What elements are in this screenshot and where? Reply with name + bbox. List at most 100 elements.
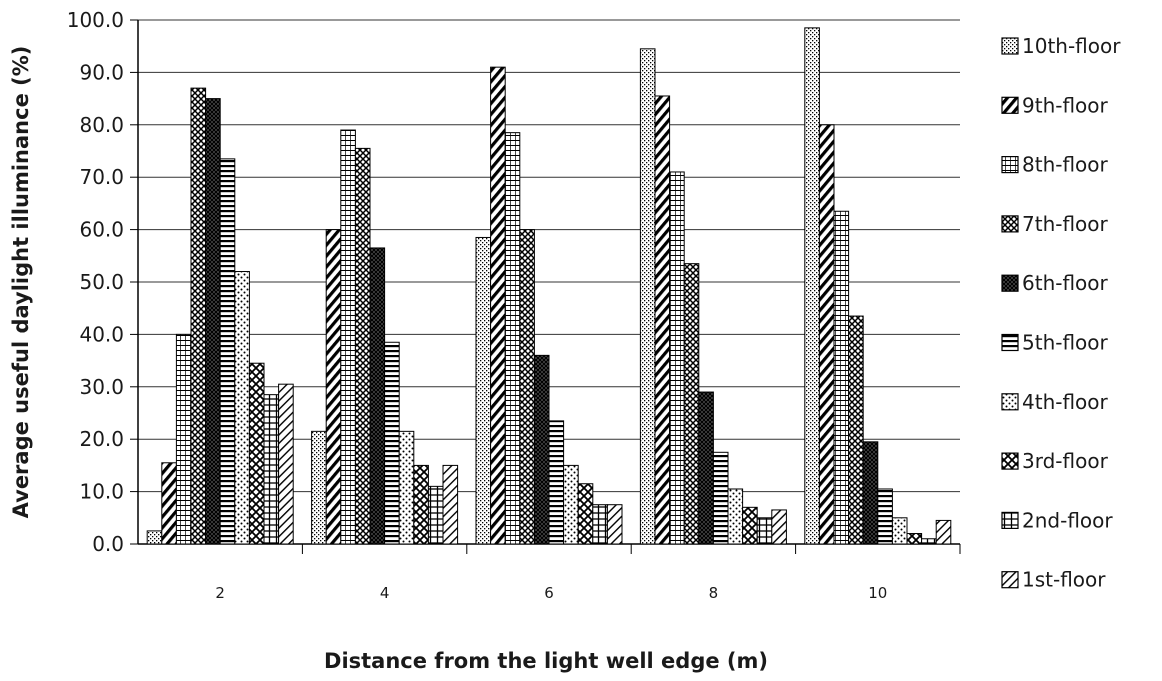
bar-8th-floor-2 <box>175 333 192 545</box>
legend-item: 1st-floor <box>1001 568 1106 592</box>
legend-item: 5th-floor <box>1001 331 1109 355</box>
bar-4th-floor-4 <box>398 430 415 545</box>
legend-item: 10th-floor <box>1001 34 1121 58</box>
legend-swatch <box>1001 452 1019 470</box>
bar-10th-floor-2 <box>146 530 163 545</box>
bar-2nd-floor-8 <box>756 517 773 545</box>
bar-5th-floor-10 <box>877 488 893 545</box>
x-tick-label: 4 <box>380 584 390 602</box>
bar-2nd-floor-2 <box>263 394 280 545</box>
legend-item: 4th-floor <box>1001 390 1109 414</box>
x-tick-label: 6 <box>544 584 554 602</box>
bar-9th-floor-2 <box>161 462 177 545</box>
y-tick-label: 60.0 <box>79 218 124 242</box>
legend-label: 7th-floor <box>1022 212 1109 236</box>
bar-6th-floor-8 <box>698 391 714 545</box>
bar-7th-floor-10 <box>848 315 864 545</box>
legend-swatch <box>1001 96 1019 114</box>
bar-3rd-floor-4 <box>413 464 429 545</box>
y-tick-label: 30.0 <box>79 375 124 399</box>
legend-swatch <box>1001 393 1019 411</box>
bar-2nd-floor-10 <box>921 538 937 545</box>
bar-6th-floor-10 <box>862 441 879 545</box>
bar-9th-floor-10 <box>818 124 835 545</box>
y-tick-label: 20.0 <box>79 427 124 451</box>
legend-label: 3rd-floor <box>1022 449 1109 473</box>
bar-4th-floor-2 <box>234 271 250 545</box>
bar-8th-floor-6 <box>504 132 521 545</box>
bar-1st-floor-4 <box>442 464 459 545</box>
legend-label: 1st-floor <box>1022 568 1106 592</box>
bar-3rd-floor-6 <box>577 483 594 545</box>
x-tick-label: 2 <box>215 584 225 602</box>
bar-5th-floor-8 <box>712 451 729 545</box>
y-tick-label: 90.0 <box>79 60 124 84</box>
y-tick-label: 50.0 <box>79 270 124 294</box>
y-tick-label: 80.0 <box>79 113 124 137</box>
x-tick-label: 8 <box>709 584 719 602</box>
legend-item: 8th-floor <box>1001 153 1109 177</box>
legend: 10th-floor 9th-floor 8th-floor 7th-floor 6th… <box>1001 34 1121 592</box>
legend-swatch <box>1001 333 1019 352</box>
legend-label: 9th-floor <box>1022 93 1109 117</box>
bar-3rd-floor-10 <box>906 533 923 545</box>
legend-item: 2nd-floor <box>1001 508 1113 532</box>
bar-5th-floor-6 <box>548 420 565 545</box>
legend-label: 5th-floor <box>1022 331 1109 355</box>
y-tick-label: 100.0 <box>67 8 124 32</box>
legend-swatch <box>1001 37 1019 55</box>
legend-swatch <box>1001 274 1019 292</box>
y-tick-label: 0.0 <box>92 532 124 556</box>
legend-item: 7th-floor <box>1001 212 1109 236</box>
y-tick-label: 10.0 <box>79 480 124 504</box>
bar-5th-floor-2 <box>219 158 236 545</box>
legend-swatch <box>1001 215 1019 233</box>
bars <box>146 27 952 545</box>
bar-4th-floor-10 <box>891 517 908 545</box>
bar-5th-floor-4 <box>384 341 400 545</box>
bar-7th-floor-8 <box>683 263 700 545</box>
bar-4th-floor-8 <box>727 488 744 545</box>
legend-label: 10th-floor <box>1022 34 1121 58</box>
bar-10th-floor-8 <box>639 48 656 545</box>
bar-1st-floor-2 <box>278 383 294 545</box>
bar-1st-floor-10 <box>935 519 952 545</box>
bar-1st-floor-8 <box>771 509 787 545</box>
bar-3rd-floor-2 <box>248 362 265 545</box>
legend-label: 2nd-floor <box>1022 508 1113 532</box>
bar-7th-floor-4 <box>354 147 371 545</box>
x-axis-title: Distance from the light well edge (m) <box>324 649 768 673</box>
bar-6th-floor-4 <box>369 247 386 545</box>
legend-item: 3rd-floor <box>1001 449 1109 473</box>
bar-8th-floor-4 <box>340 129 356 545</box>
legend-label: 4th-floor <box>1022 390 1109 414</box>
bar-3rd-floor-8 <box>742 506 758 545</box>
bar-6th-floor-2 <box>205 98 221 545</box>
bar-8th-floor-8 <box>669 171 685 545</box>
bar-2nd-floor-6 <box>592 504 608 545</box>
bar-10th-floor-10 <box>804 27 820 545</box>
x-tick-label: 10 <box>868 584 887 602</box>
legend-item: 9th-floor <box>1001 93 1109 117</box>
bar-2nd-floor-4 <box>427 485 444 545</box>
legend-swatch <box>1001 511 1019 530</box>
bar-9th-floor-4 <box>325 229 342 545</box>
legend-item: 6th-floor <box>1001 271 1109 295</box>
legend-swatch <box>1001 156 1019 174</box>
legend-label: 6th-floor <box>1022 271 1109 295</box>
bar-7th-floor-6 <box>519 229 535 545</box>
tick-labels: 0.0 10.0 20.0 30.0 40.0 50.0 60.0 70.0 80.0 90.0 1… <box>67 8 888 602</box>
y-tick-label: 40.0 <box>79 322 124 346</box>
bar-6th-floor-6 <box>533 354 550 545</box>
bar-9th-floor-6 <box>490 66 506 545</box>
bar-10th-floor-6 <box>475 236 492 545</box>
bar-9th-floor-8 <box>654 95 671 545</box>
bar-7th-floor-2 <box>190 87 207 545</box>
legend-swatch <box>1001 571 1019 589</box>
y-axis-title: Average useful daylight illuminance (%) <box>9 46 33 519</box>
bar-10th-floor-4 <box>311 430 327 545</box>
y-tick-label: 70.0 <box>79 165 124 189</box>
bar-4th-floor-6 <box>563 464 579 545</box>
bar-8th-floor-10 <box>833 210 850 545</box>
